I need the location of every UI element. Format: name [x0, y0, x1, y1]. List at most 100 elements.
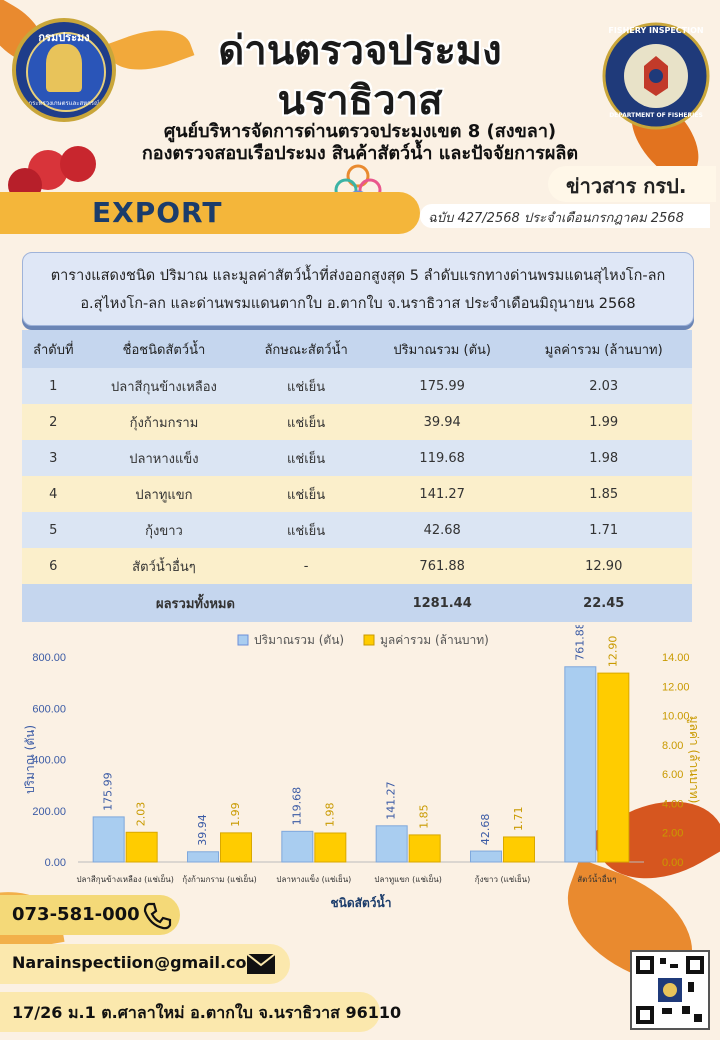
cell-type: แช่เย็น: [243, 368, 369, 404]
bar-value: [408, 834, 441, 863]
bar-value: [503, 836, 535, 863]
y-right-tick-label: 2.00: [662, 828, 683, 840]
data-label-value: 1.85: [418, 804, 431, 829]
data-label-quantity: 119.68: [290, 787, 303, 826]
y-tick-label: 0.00: [45, 857, 66, 869]
x-tick-label: กุ้งขาว (แช่เย็น): [475, 874, 530, 884]
email-pill: Narainspectiion@gmail.com: [0, 944, 290, 984]
x-tick-label: กุ้งก้ามกราม (แช่เย็น): [182, 874, 257, 884]
table-row: 3 ปลาหางแข็ง แช่เย็น 119.68 1.98: [22, 440, 692, 476]
qr-code-icon: [630, 950, 710, 1030]
bar-value: [125, 831, 158, 863]
col-header-quantity: ปริมาณรวม (ตัน): [368, 330, 516, 368]
x-tick-label: สัตว์น้ำอื่นๆ: [577, 873, 616, 884]
cell-value: 2.03: [515, 368, 692, 404]
data-label-value: 2.03: [135, 802, 148, 827]
table-row: 1 ปลาสีกุนข้างเหลือง แช่เย็น 175.99 2.03: [22, 368, 692, 404]
cell-value: 1.85: [515, 476, 692, 512]
total-quantity: 1281.44: [368, 584, 516, 622]
x-tick-label: ปลาหางแข็ง (แช่เย็น): [276, 874, 351, 884]
data-label-value: 12.90: [606, 636, 619, 668]
fishery-inspection-logo: [602, 22, 710, 130]
x-axis-title: ชนิดสัตว์น้ำ: [331, 893, 392, 910]
export-label: EXPORT: [92, 196, 223, 229]
phone-pill: 073-581-000: [0, 895, 180, 935]
total-label: ผลรวมทั้งหมด: [22, 584, 369, 622]
cell-rank: 2: [22, 404, 85, 440]
table-row: 2 กุ้งก้ามกราม แช่เย็น 39.94 1.99: [22, 404, 692, 440]
legend-swatch-value: [363, 634, 375, 646]
cell-species: กุ้งก้ามกราม: [84, 404, 244, 440]
data-label-quantity: 39.94: [196, 814, 209, 846]
col-header-rank: ลำดับที่: [22, 330, 85, 368]
mail-icon: [246, 953, 276, 974]
department-logo: กรมประมง กระทรวงเกษตรและสหกรณ์: [12, 18, 116, 122]
issue-text: ฉบับ 427/2568 ประจำเดือนกรกฎาคม 2568: [428, 211, 684, 226]
cell-type: แช่เย็น: [243, 404, 369, 440]
bar-quantity: [470, 850, 502, 863]
y-axis-title: ปริมาณ (ตัน): [23, 725, 37, 794]
cell-quantity: 39.94: [368, 404, 516, 440]
bar-quantity: [564, 666, 597, 863]
bar-quantity: [92, 816, 125, 863]
news-label: ข่าวสาร กรป.: [566, 174, 687, 198]
legend-swatch-quantity: [237, 634, 249, 646]
caption-line2: อ.สุไหงโก-ลก และด่านพรมแดนตากใบ อ.ตากใบ …: [80, 296, 636, 312]
table-row: 6 สัตว์น้ำอื่นๆ - 761.88 12.90: [22, 548, 692, 584]
cell-type: -: [243, 548, 369, 584]
data-label-quantity: 175.99: [102, 772, 115, 811]
cell-rank: 1: [22, 368, 85, 404]
table-row: 4 ปลาทูแขก แช่เย็น 141.27 1.85: [22, 476, 692, 512]
cell-value: 1.71: [515, 512, 692, 548]
legend-label-quantity: ปริมาณรวม (ตัน): [254, 633, 344, 647]
y-tick-label: 800.00: [32, 652, 66, 664]
y-tick-label: 200.00: [32, 806, 66, 818]
phone-icon: [143, 902, 172, 930]
col-header-value: มูลค่ารวม (ล้านบาท): [515, 330, 692, 368]
y-right-tick-label: 12.00: [662, 681, 690, 693]
total-value: 22.45: [515, 584, 692, 622]
cell-value: 12.90: [515, 548, 692, 584]
logo-text-top: กรมประมง: [38, 31, 90, 44]
caption-line1: ตารางแสดงชนิด ปริมาณ และมูลค่าสัตว์น้ำที…: [50, 268, 666, 284]
cell-species: สัตว์น้ำอื่นๆ: [84, 548, 244, 584]
data-label-quantity: 761.88: [573, 625, 586, 661]
y-right-tick-label: 8.00: [662, 740, 683, 752]
cell-rank: 5: [22, 512, 85, 548]
berry-decoration: [60, 146, 96, 182]
address-text: 17/26 ม.1 ต.ศาลาใหม่ อ.ตากใบ จ.นราธิวาส …: [12, 1003, 402, 1022]
y-right-tick-label: 6.00: [662, 769, 683, 781]
cell-species: ปลาทูแขก: [84, 476, 244, 512]
cell-type: แช่เย็น: [243, 476, 369, 512]
bar-value: [220, 832, 252, 863]
phone-number: 073-581-000: [12, 904, 140, 925]
col-header-type: ลักษณะสัตว์น้ำ: [243, 330, 369, 368]
subtitle-line1: ศูนย์บริหารจัดการด่านตรวจประมงเขต 8 (สงข…: [163, 121, 557, 142]
address-pill: 17/26 ม.1 ต.ศาลาใหม่ อ.ตากใบ จ.นราธิวาส …: [0, 992, 401, 1032]
table-total-row: ผลรวมทั้งหมด 1281.44 22.45: [22, 584, 692, 622]
cell-quantity: 761.88: [368, 548, 516, 584]
col-header-species: ชื่อชนิดสัตว์น้ำ: [84, 330, 244, 368]
cell-quantity: 42.68: [368, 512, 516, 548]
logo-right-top-text: FISHERY INSPECTION: [608, 26, 704, 35]
y-tick-label: 600.00: [32, 703, 66, 715]
issue-badge: ฉบับ 427/2568 ประจำเดือนกรกฎาคม 2568: [420, 204, 710, 228]
logo-right-bottom-text: DEPARTMENT OF FISHERIES: [609, 112, 703, 119]
y-right-tick-label: 4.00: [662, 798, 683, 810]
cell-species: ปลาสีกุนข้างเหลือง: [84, 368, 244, 404]
table-caption: ตารางแสดงชนิด ปริมาณ และมูลค่าสัตว์น้ำที…: [22, 252, 694, 326]
bar-quantity: [187, 851, 219, 863]
cell-rank: 6: [22, 548, 85, 584]
subtitle-line2: กองตรวจสอบเรือประมง สินค้าสัตว์น้ำ และปั…: [141, 143, 579, 164]
cell-value: 1.99: [515, 404, 692, 440]
table-header-row: ลำดับที่ ชื่อชนิดสัตว์น้ำ ลักษณะสัตว์น้ำ…: [22, 330, 692, 368]
x-tick-label: ปลาสีกุนข้างเหลือง (แช่เย็น): [76, 874, 173, 884]
logo-text-bottom: กระทรวงเกษตรและสหกรณ์: [28, 100, 100, 107]
y-right-axis-title: มูลค่า (ล้านบาท): [686, 716, 700, 804]
bar-value: [314, 832, 347, 863]
cell-rank: 3: [22, 440, 85, 476]
bar-quantity: [375, 825, 408, 863]
export-table: ลำดับที่ ชื่อชนิดสัตว์น้ำ ลักษณะสัตว์น้ำ…: [22, 330, 692, 622]
export-bar-chart: 0.00 200.00 400.00 600.00 800.00 0.00 2.00 4.00…: [23, 625, 700, 910]
cell-species: ปลาหางแข็ง: [84, 440, 244, 476]
